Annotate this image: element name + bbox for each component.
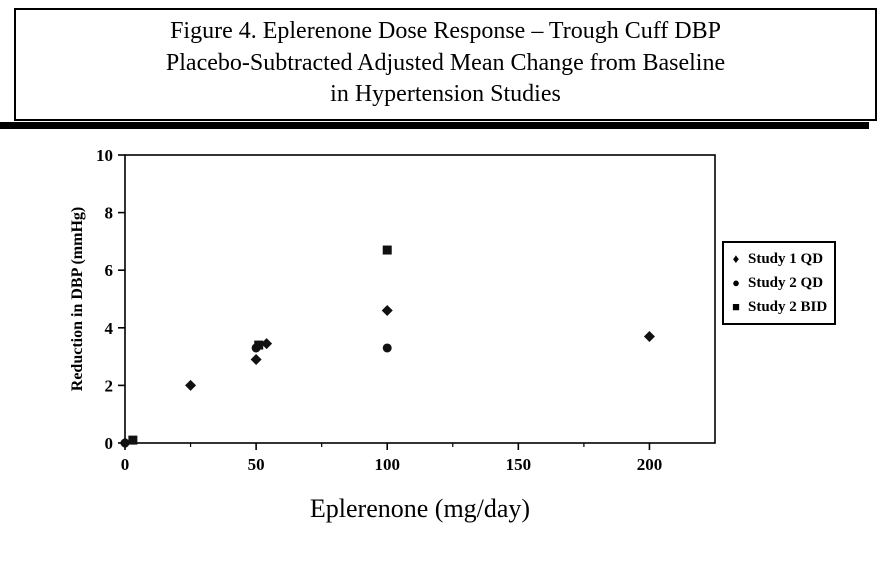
figure-title-line-3: in Hypertension Studies [330,81,561,108]
x-tick-label: 200 [637,455,663,474]
dose-response-chart-area: 0 50 100 150 200 0 2 4 6 8 10 Reduction in DBP (mmH… [0,131,891,566]
figure-title-box: Figure 4. Eplerenone Dose Response – Tro… [14,8,877,122]
legend-label: Study 1 QD [748,251,824,268]
data-point-square [254,340,264,350]
data-point-circle [382,343,392,353]
legend-item: ♦ Study 1 QD [729,247,827,271]
y-tick-label: 10 [96,146,113,165]
x-tick-label: 50 [248,455,265,474]
chart-legend: ♦ Study 1 QD ● Study 2 QD ■ Study 2 BID [722,241,837,326]
data-point-diamond [185,379,197,391]
y-tick-label: 0 [105,434,114,453]
x-tick-label: 0 [121,455,130,474]
legend-item: ● Study 2 QD [729,271,827,295]
y-tick-label: 6 [105,261,114,280]
title-divider-rule [0,122,869,130]
x-axis-title: Eplerenone (mg/day) [310,494,530,523]
x-tick-label: 100 [374,455,400,474]
y-tick-label: 4 [105,319,114,338]
y-tick-label: 2 [105,376,114,395]
figure-title-line-2: Placebo-Subtracted Adjusted Mean Change … [165,49,726,76]
y-axis-title: Reduction in DBP (mmHg) [69,207,86,391]
data-point-diamond [261,338,273,350]
circle-marker-icon: ● [732,274,740,290]
data-point-diamond [250,353,262,365]
data-point-diamond [643,330,655,342]
data-point-circle [120,438,130,448]
legend-label: Study 2 BID [748,299,828,316]
legend-label: Study 2 QD [748,275,824,292]
diamond-marker-icon: ♦ [732,250,740,266]
figure-title-line-1: Figure 4. Eplerenone Dose Response – Tro… [170,18,721,44]
data-point-diamond [381,305,393,317]
plot-border [124,154,716,444]
data-point-square [382,245,392,255]
x-tick-label: 150 [506,455,532,474]
y-tick-label: 8 [105,204,114,223]
square-marker-icon: ■ [732,298,740,314]
scatter-plot: 0 50 100 150 200 0 2 4 6 8 10 Reduction in DBP (mmH… [69,146,716,523]
data-point-square [128,435,138,445]
legend-item: ■ Study 2 BID [729,295,827,319]
